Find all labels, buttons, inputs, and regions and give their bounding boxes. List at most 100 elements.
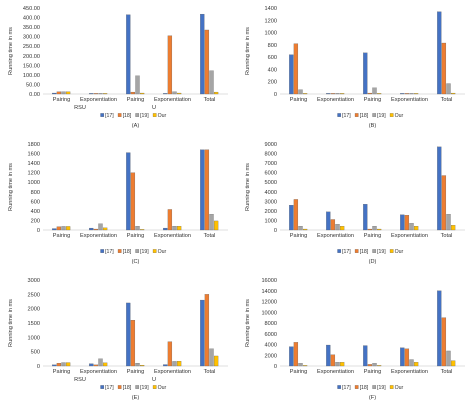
bar [441,175,447,231]
bar [289,346,294,367]
bar [52,364,57,367]
bar [293,43,299,95]
y-tick-label: 250.00 [23,44,40,50]
bar [139,229,145,231]
y-axis-title: Running time in ms [245,27,251,75]
x-tick-label: Exponentiation [391,97,428,103]
bar [135,75,140,95]
bar [372,87,377,95]
bar [446,83,451,95]
x-tick-label: Exponentiation [391,369,428,375]
bar [363,345,368,367]
bar [200,149,205,231]
x-group-label: U [152,377,156,383]
y-tick-label: 0 [37,228,40,234]
legend-swatch [354,385,359,389]
legend-swatch [135,113,140,117]
bar [176,361,182,367]
y-tick-label: 600 [268,55,277,61]
x-tick-label: Exponentiation [80,369,117,375]
bar [52,92,57,95]
legend-swatch [100,249,105,253]
legend-label: [18] [123,385,132,391]
y-axis-title: Running time in ms [8,299,14,347]
bar [302,365,308,367]
bar [163,364,168,367]
y-tick-label: 14000 [261,289,277,295]
y-tick-label: 3000 [265,199,277,205]
x-tick-label: Pairing [290,233,307,239]
legend-swatch [389,385,394,389]
y-tick-label: 8000 [265,321,277,327]
bar [139,92,145,95]
bar [167,35,173,95]
legend-label: [17] [342,385,351,391]
bar [446,214,451,231]
bar [441,317,447,367]
bar [372,363,377,367]
bar [98,223,103,231]
bar [65,91,71,95]
legend-label: Our [395,249,404,255]
bar [176,226,182,231]
legend-label: [19] [140,113,149,119]
legend-label: Our [158,113,167,119]
x-tick-label: Exponentiation [154,369,191,375]
bar [167,209,173,231]
bar [409,93,414,95]
bar [130,320,136,367]
bar [65,362,71,367]
y-tick-label: 1500 [28,321,40,327]
y-tick-label: 400 [31,209,40,215]
legend-swatch [354,249,359,253]
bar [335,362,340,367]
bar [213,91,219,95]
y-tick-label: 1000 [28,180,40,186]
x-tick-label: Exponentiation [80,233,117,239]
y-tick-label: 2000 [28,307,40,313]
bar [289,54,294,95]
legend-swatch [100,113,105,117]
bar [52,228,57,231]
legend-label: [19] [377,385,386,391]
x-tick-label: Exponentiation [154,97,191,103]
y-tick-label: 6000 [265,332,277,338]
bar [339,93,345,95]
bar [400,214,405,231]
bar [204,149,210,231]
legend-swatch [337,249,342,253]
bar [437,290,442,367]
bar [367,228,373,231]
y-tick-label: 450.00 [23,6,40,12]
legend-swatch [152,113,157,117]
bar [450,360,456,367]
y-tick-label: 1200 [28,171,40,177]
x-tick-label: Pairing [53,97,70,103]
bar [376,365,382,367]
x-tick-label: Pairing [53,233,70,239]
bar [441,42,447,95]
y-tick-label: 0.00 [29,92,40,98]
legend-label: [18] [360,249,369,255]
bar [89,93,94,95]
x-group-label: RSU [74,377,86,383]
x-tick-label: Exponentiation [317,97,354,103]
bar [367,92,373,95]
y-tick-label: 1200 [265,18,277,24]
legend-label: Our [158,385,167,391]
bar [400,347,405,367]
legend-label: [18] [123,249,132,255]
legend-label: [19] [140,385,149,391]
y-tick-label: 4000 [265,343,277,349]
panel-label: (C) [132,259,140,265]
panel-label: (B) [369,123,377,129]
legend-label: [19] [377,249,386,255]
legend-swatch [117,249,122,253]
y-tick-label: 600 [31,199,40,205]
bar [93,228,99,231]
y-tick-label: 0 [274,228,277,234]
bar [330,354,336,367]
bar [437,146,442,231]
bar [367,364,373,367]
bar [200,299,205,367]
